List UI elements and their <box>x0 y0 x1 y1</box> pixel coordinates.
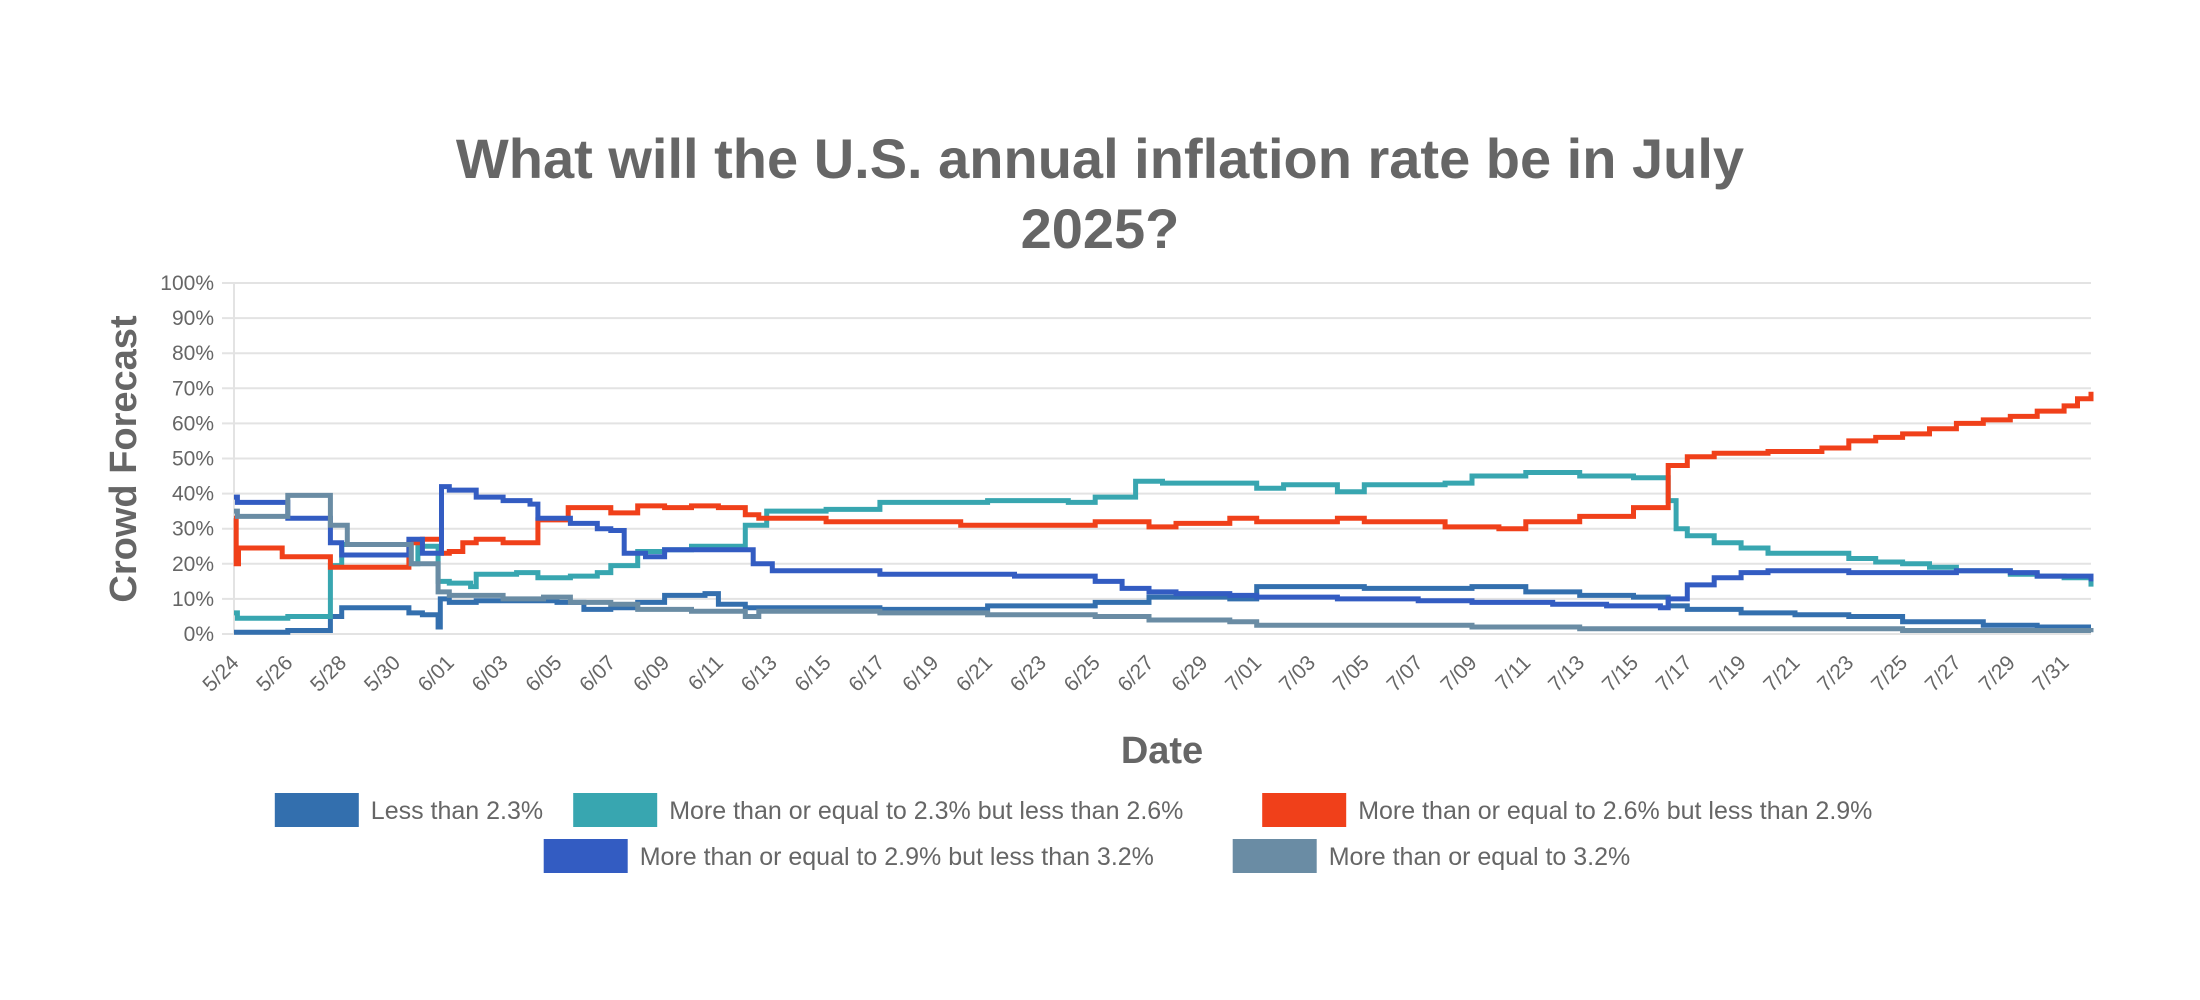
x-tick-label: 7/27 <box>1921 651 1966 696</box>
y-tick-label: 50% <box>172 448 214 471</box>
y-tick-label: 40% <box>172 483 214 506</box>
legend-swatch <box>1232 839 1317 873</box>
y-tick-label: 90% <box>172 307 214 330</box>
x-tick-label: 7/23 <box>1813 651 1858 696</box>
legend-item[interactable]: More than or equal to 2.3% but less than… <box>573 793 1183 827</box>
legend-label: More than or equal to 2.9% but less than… <box>640 843 1154 871</box>
chart-title-line-2: 2025? <box>1021 197 1180 260</box>
x-tick-label: 6/19 <box>898 651 943 696</box>
x-tick-label: 7/29 <box>1975 651 2020 696</box>
y-tick-label: 10% <box>172 588 214 611</box>
x-tick-label: 6/07 <box>575 651 620 696</box>
series-line-1 <box>234 584 2091 635</box>
y-axis-title: Crowd Forecast <box>103 315 145 603</box>
x-tick-label: 7/03 <box>1275 651 1320 696</box>
legend-swatch <box>543 839 628 873</box>
series-lines <box>233 391 2094 635</box>
x-axis-ticks: 5/24 5/26 5/28 5/30 6/01 6/03 6/05 6/07 6/09 6/11… <box>198 651 2073 696</box>
legend-item[interactable]: Less than 2.3% <box>274 793 543 827</box>
x-tick-label: 7/17 <box>1652 651 1697 696</box>
x-tick-label: 5/26 <box>252 651 297 696</box>
legend-label: More than or equal to 2.6% but less than… <box>1358 797 1872 825</box>
x-tick-label: 6/05 <box>521 651 566 696</box>
x-tick-label: 7/07 <box>1383 651 1428 696</box>
x-tick-label: 5/30 <box>360 651 405 696</box>
legend-item[interactable]: More than or equal to 2.9% but less than… <box>543 839 1154 873</box>
x-tick-label: 5/24 <box>198 651 243 696</box>
x-tick-label: 7/13 <box>1544 651 1589 696</box>
x-tick-label: 7/15 <box>1598 651 1643 696</box>
chart-title-line-1: What will the U.S. annual inflation rate… <box>456 127 1744 190</box>
y-tick-label: 60% <box>172 412 214 435</box>
x-tick-label: 7/19 <box>1705 651 1750 696</box>
y-tick-label: 80% <box>172 342 214 365</box>
legend-swatch <box>573 793 658 827</box>
legend-swatch <box>274 793 359 827</box>
x-tick-label: 6/25 <box>1060 651 1105 696</box>
x-tick-label: 6/23 <box>1006 651 1051 696</box>
x-tick-label: 7/21 <box>1759 651 1804 696</box>
x-tick-label: 7/09 <box>1436 651 1481 696</box>
y-tick-label: 30% <box>172 518 214 541</box>
x-tick-label: 6/09 <box>629 651 674 696</box>
x-axis-title: Date <box>1121 730 1203 772</box>
legend-label: More than or equal to 2.3% but less than… <box>669 797 1183 825</box>
series-line-4 <box>234 484 2094 611</box>
legend-item[interactable]: More than or equal to 3.2% <box>1232 839 1631 873</box>
x-tick-label: 7/05 <box>1329 651 1374 696</box>
x-tick-label: 6/11 <box>684 651 728 695</box>
legend-swatch <box>1262 793 1347 827</box>
x-tick-label: 6/03 <box>467 651 512 696</box>
legend-label: Less than 2.3% <box>371 797 543 825</box>
x-tick-label: 7/11 <box>1491 651 1535 695</box>
x-tick-label: 6/13 <box>737 651 782 696</box>
x-tick-label: 6/01 <box>414 651 459 696</box>
y-tick-label: 70% <box>172 377 214 400</box>
x-tick-label: 7/31 <box>2028 651 2073 696</box>
gridlines <box>222 282 2091 635</box>
x-tick-label: 6/29 <box>1167 651 1212 696</box>
series-line-2 <box>234 470 2094 621</box>
x-tick-label: 6/15 <box>790 651 835 696</box>
legend-label: More than or equal to 3.2% <box>1329 843 1631 871</box>
series-line-3 <box>233 391 2094 570</box>
y-tick-label: 20% <box>172 553 214 576</box>
y-tick-label: 100% <box>160 272 214 295</box>
legend: Less than 2.3% More than or equal to 2.3%… <box>274 793 1872 873</box>
series-line-5 <box>234 492 2094 633</box>
x-tick-label: 6/17 <box>844 651 889 696</box>
legend-item[interactable]: More than or equal to 2.6% but less than… <box>1262 793 1872 827</box>
x-tick-label: 7/25 <box>1867 651 1912 696</box>
x-tick-label: 5/28 <box>306 651 351 696</box>
x-tick-label: 7/01 <box>1221 651 1266 696</box>
y-axis-ticks: 0% 10% 20% 30% 40% 50% 60% 70% 80% 90% 100% <box>160 272 214 646</box>
x-tick-label: 6/21 <box>952 651 997 696</box>
y-tick-label: 0% <box>184 623 214 646</box>
x-tick-label: 6/27 <box>1113 651 1158 696</box>
